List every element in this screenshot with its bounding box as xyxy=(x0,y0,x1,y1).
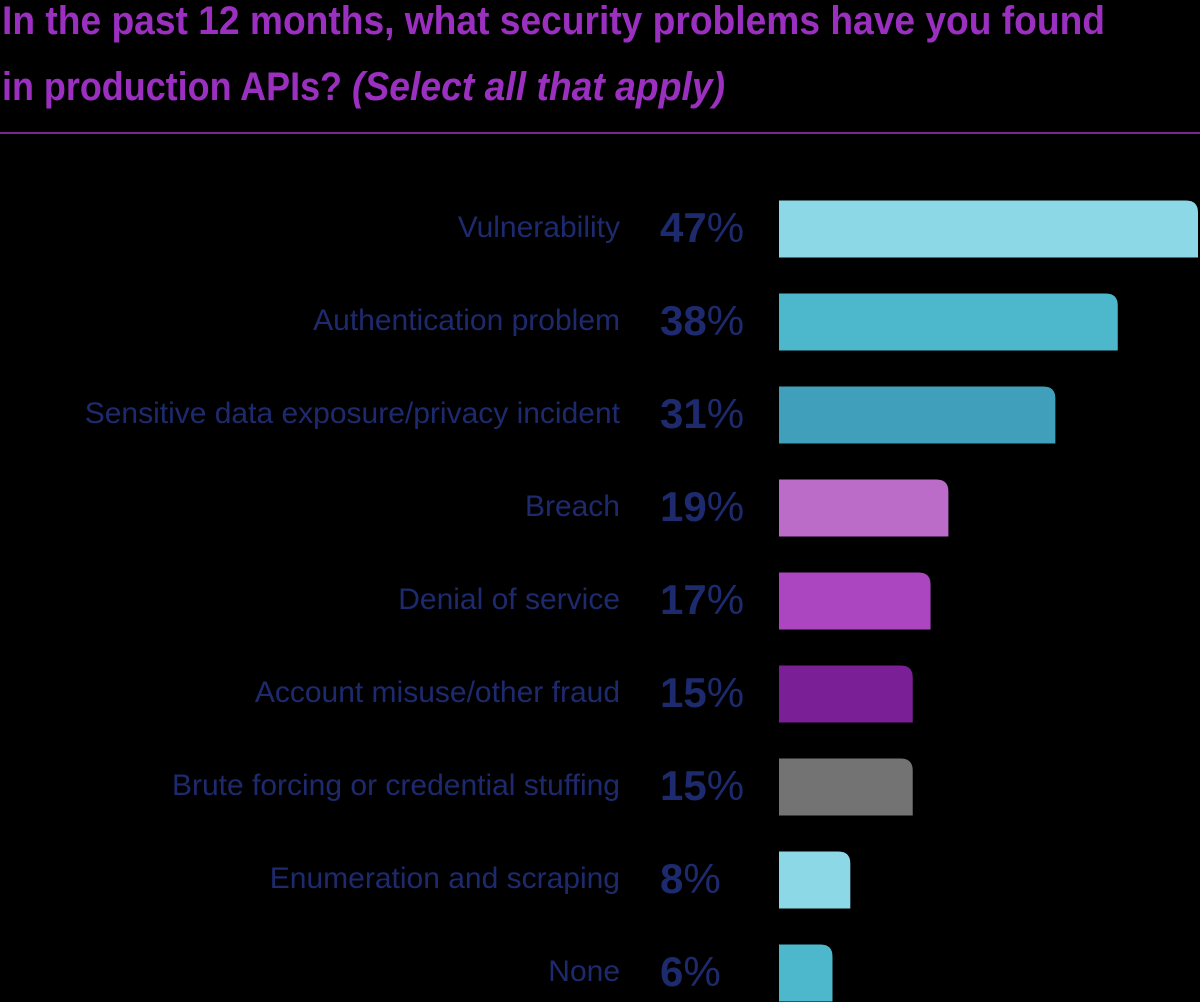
value-label: 31% xyxy=(660,390,744,437)
chart-title: In the past 12 months, what security pro… xyxy=(2,0,1105,43)
category-label: Authentication problem xyxy=(313,304,620,337)
bar xyxy=(779,572,931,630)
value-label: 38% xyxy=(660,297,744,344)
value-number: 31 xyxy=(660,390,707,437)
chart-note: (Select all that apply) xyxy=(352,65,725,109)
bar xyxy=(779,851,851,909)
category-label: Breach xyxy=(525,490,620,523)
value-label: 6% xyxy=(660,948,721,995)
value-number: 47 xyxy=(660,204,707,251)
category-label: None xyxy=(548,955,620,988)
value-number: 19 xyxy=(660,483,707,530)
category-label: Account misuse/other fraud xyxy=(255,676,620,709)
category-label: Sensitive data exposure/privacy incident xyxy=(85,397,621,430)
category-label: Vulnerability xyxy=(458,211,620,244)
value-label: 15% xyxy=(660,669,744,716)
value-unit: % xyxy=(707,204,744,251)
bar xyxy=(779,665,913,723)
value-number: 38 xyxy=(660,297,707,344)
value-number: 8 xyxy=(660,855,683,902)
category-label: Brute forcing or credential stuffing xyxy=(172,769,620,802)
bar xyxy=(779,479,949,537)
bar xyxy=(779,758,913,816)
bar xyxy=(779,386,1056,444)
value-unit: % xyxy=(707,576,744,623)
bar xyxy=(779,200,1198,258)
value-label: 19% xyxy=(660,483,744,530)
category-label: Enumeration and scraping xyxy=(270,862,620,895)
bar xyxy=(779,944,833,1002)
value-unit: % xyxy=(707,390,744,437)
value-label: 15% xyxy=(660,762,744,809)
value-unit: % xyxy=(707,297,744,344)
value-label: 17% xyxy=(660,576,744,623)
value-number: 17 xyxy=(660,576,707,623)
value-unit: % xyxy=(683,948,720,995)
bar xyxy=(779,293,1118,351)
chart-title: in production APIs? xyxy=(2,65,342,109)
value-label: 47% xyxy=(660,204,744,251)
value-number: 6 xyxy=(660,948,683,995)
value-unit: % xyxy=(707,669,744,716)
value-unit: % xyxy=(683,855,720,902)
value-number: 15 xyxy=(660,762,707,809)
value-unit: % xyxy=(707,483,744,530)
value-unit: % xyxy=(707,762,744,809)
value-number: 15 xyxy=(660,669,707,716)
value-label: 8% xyxy=(660,855,721,902)
category-label: Denial of service xyxy=(398,583,620,616)
